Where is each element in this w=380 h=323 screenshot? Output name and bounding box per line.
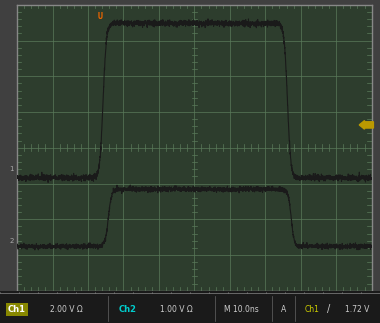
Text: /: / [327,305,330,314]
Text: A: A [280,305,286,314]
Text: Ch2: Ch2 [118,305,136,314]
Text: 1: 1 [9,166,14,172]
Text: 1.00 V Ω: 1.00 V Ω [160,305,193,314]
Text: 2.00 V Ω: 2.00 V Ω [50,305,83,314]
Text: M 10.0ns: M 10.0ns [224,305,259,314]
FancyArrow shape [359,120,374,129]
Text: Ch1: Ch1 [8,305,26,314]
Text: U: U [98,12,103,21]
Text: 1.72 V: 1.72 V [345,305,369,314]
Text: 2: 2 [9,237,14,244]
Text: Ch1: Ch1 [304,305,319,314]
